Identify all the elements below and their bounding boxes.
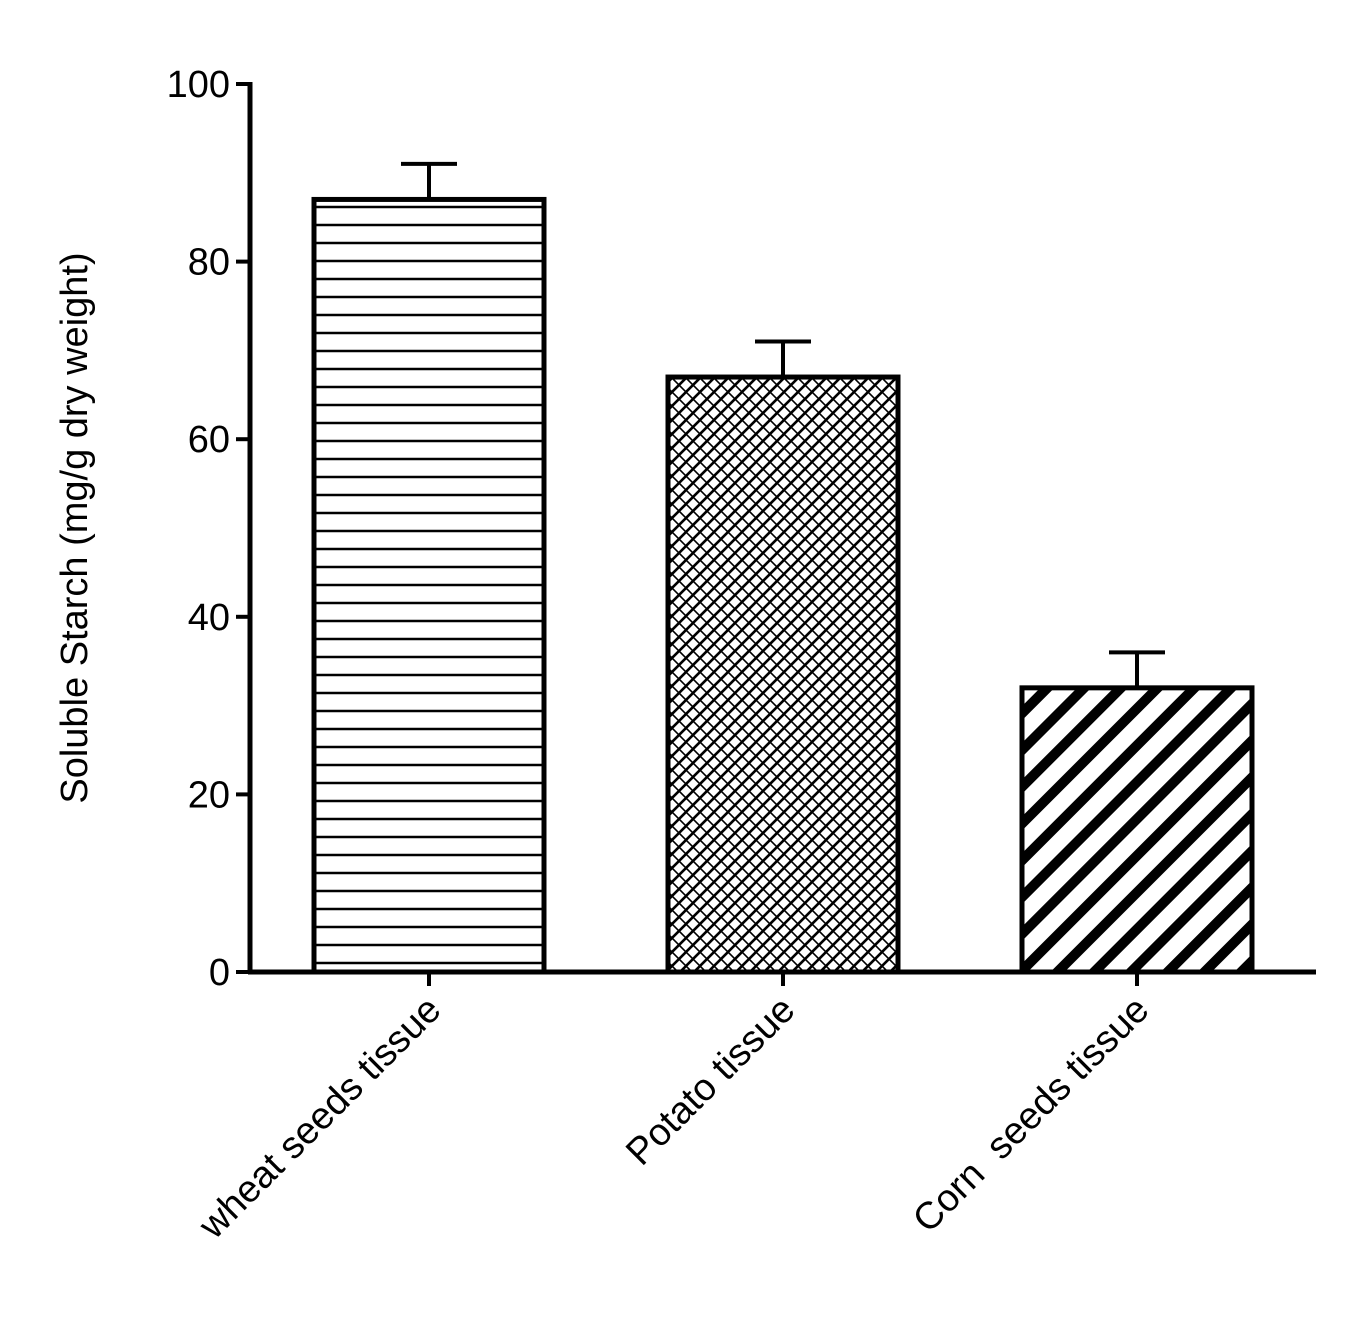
x-category-label-3: Corn seeds tissue bbox=[905, 989, 1157, 1241]
y-tick-label-60: 60 bbox=[188, 419, 230, 461]
y-tick-label-40: 40 bbox=[188, 597, 230, 639]
bar-3 bbox=[1019, 685, 1255, 975]
y-tick-label-0: 0 bbox=[209, 952, 230, 994]
bar-1 bbox=[311, 196, 547, 975]
x-category-label-2: Potato tissue bbox=[618, 989, 803, 1174]
x-category-label-1: wheat seeds tissue bbox=[190, 989, 449, 1248]
y-tick-label-20: 20 bbox=[188, 774, 230, 816]
bar-2 bbox=[665, 374, 901, 975]
y-axis-title: Soluble Starch (mg/g dry weight) bbox=[54, 252, 96, 803]
plot-area: 0 20 40 60 80 100 wheat seeds tissue Potato tis… bbox=[167, 64, 1316, 1248]
y-tick-label-100: 100 bbox=[167, 64, 230, 106]
y-tick-label-80: 80 bbox=[188, 242, 230, 284]
